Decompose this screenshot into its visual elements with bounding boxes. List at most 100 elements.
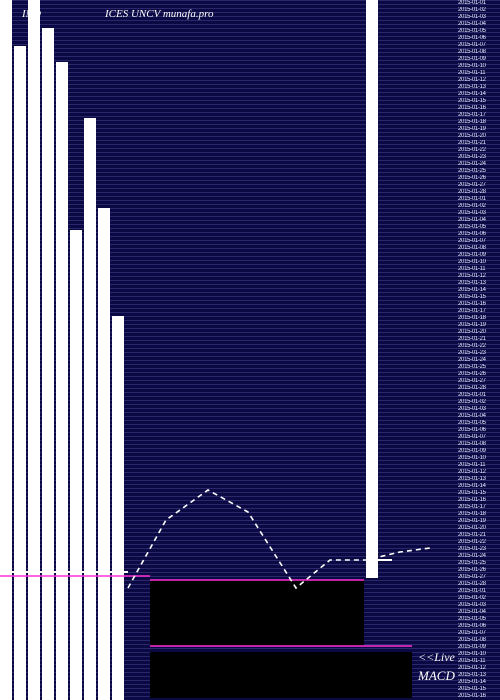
date-tick: 2015-01-09	[458, 252, 500, 259]
date-tick: 2015-01-11	[458, 462, 500, 469]
date-tick: 2015-01-24	[458, 553, 500, 560]
date-tick: 2015-01-16	[458, 497, 500, 504]
date-tick: 2015-01-02	[458, 7, 500, 14]
stock-chart: IND ICES UNCV munafa.pro <<Live MACD 201…	[0, 0, 500, 700]
date-tick: 2015-01-08	[458, 245, 500, 252]
date-tick: 2015-01-28	[458, 189, 500, 196]
date-tick: 2015-01-18	[458, 511, 500, 518]
date-tick: 2015-01-24	[458, 161, 500, 168]
date-tick: 2015-01-04	[458, 21, 500, 28]
overlay-lines	[0, 0, 500, 700]
date-tick: 2015-01-01	[458, 588, 500, 595]
date-tick: 2015-01-18	[458, 315, 500, 322]
date-tick: 2015-01-07	[458, 630, 500, 637]
date-tick: 2015-01-19	[458, 322, 500, 329]
date-tick: 2015-01-02	[458, 399, 500, 406]
date-tick: 2015-01-27	[458, 378, 500, 385]
date-tick: 2015-01-21	[458, 336, 500, 343]
date-tick: 2015-01-01	[458, 392, 500, 399]
title-left: IND	[22, 8, 41, 20]
date-tick: 2015-01-25	[458, 168, 500, 175]
date-tick: 2015-01-14	[458, 91, 500, 98]
date-tick: 2015-01-10	[458, 455, 500, 462]
date-tick: 2015-01-24	[458, 357, 500, 364]
date-tick: 2015-01-05	[458, 28, 500, 35]
date-tick: 2015-01-26	[458, 175, 500, 182]
title-right: ICES UNCV munafa.pro	[105, 8, 213, 20]
date-tick: 2015-01-16	[458, 301, 500, 308]
date-tick: 2015-01-11	[458, 658, 500, 665]
date-tick: 2015-01-15	[458, 686, 500, 693]
date-tick: 2015-01-03	[458, 602, 500, 609]
date-tick: 2015-01-08	[458, 637, 500, 644]
date-tick: 2015-01-06	[458, 231, 500, 238]
date-tick: 2015-01-13	[458, 476, 500, 483]
date-tick: 2015-01-27	[458, 574, 500, 581]
date-tick: 2015-01-09	[458, 644, 500, 651]
date-tick: 2015-01-17	[458, 504, 500, 511]
date-tick: 2015-01-02	[458, 595, 500, 602]
date-tick: 2015-01-12	[458, 469, 500, 476]
date-tick: 2015-01-23	[458, 350, 500, 357]
date-tick: 2015-01-21	[458, 140, 500, 147]
date-tick: 2015-01-25	[458, 560, 500, 567]
date-tick: 2015-01-19	[458, 126, 500, 133]
date-tick: 2015-01-17	[458, 308, 500, 315]
date-tick: 2015-01-16	[458, 105, 500, 112]
date-tick: 2015-01-26	[458, 567, 500, 574]
date-tick: 2015-01-09	[458, 56, 500, 63]
date-tick: 2015-01-04	[458, 413, 500, 420]
date-tick: 2015-01-06	[458, 35, 500, 42]
date-tick: 2015-01-05	[458, 616, 500, 623]
date-tick: 2015-01-22	[458, 147, 500, 154]
date-tick: 2015-01-21	[458, 532, 500, 539]
date-tick: 2015-01-14	[458, 679, 500, 686]
date-tick: 2015-01-18	[458, 119, 500, 126]
date-tick: 2015-01-07	[458, 238, 500, 245]
date-tick: 2015-01-10	[458, 651, 500, 658]
date-tick: 2015-01-11	[458, 266, 500, 273]
date-tick: 2015-01-07	[458, 42, 500, 49]
date-tick: 2015-01-25	[458, 364, 500, 371]
date-tick: 2015-01-05	[458, 224, 500, 231]
date-tick: 2015-01-04	[458, 217, 500, 224]
date-tick: 2015-01-23	[458, 546, 500, 553]
date-tick: 2015-01-03	[458, 406, 500, 413]
macd-label: MACD	[418, 668, 455, 684]
date-tick: 2015-01-12	[458, 665, 500, 672]
date-tick: 2015-01-01	[458, 0, 500, 7]
date-tick: 2015-01-09	[458, 448, 500, 455]
date-tick: 2015-01-19	[458, 518, 500, 525]
date-tick: 2015-01-01	[458, 196, 500, 203]
date-tick: 2015-01-20	[458, 525, 500, 532]
date-tick: 2015-01-11	[458, 70, 500, 77]
date-tick: 2015-01-13	[458, 672, 500, 679]
date-tick: 2015-01-12	[458, 77, 500, 84]
date-tick: 2015-01-20	[458, 329, 500, 336]
date-tick: 2015-01-16	[458, 693, 500, 700]
date-tick: 2015-01-13	[458, 84, 500, 91]
date-tick: 2015-01-28	[458, 385, 500, 392]
date-tick: 2015-01-15	[458, 294, 500, 301]
date-tick: 2015-01-03	[458, 210, 500, 217]
date-tick: 2015-01-06	[458, 623, 500, 630]
date-tick: 2015-01-10	[458, 63, 500, 70]
date-axis: 2015-01-012015-01-022015-01-032015-01-04…	[458, 0, 500, 700]
date-tick: 2015-01-10	[458, 259, 500, 266]
date-tick: 2015-01-02	[458, 203, 500, 210]
date-tick: 2015-01-28	[458, 581, 500, 588]
date-tick: 2015-01-26	[458, 371, 500, 378]
date-tick: 2015-01-14	[458, 287, 500, 294]
date-tick: 2015-01-20	[458, 133, 500, 140]
date-tick: 2015-01-04	[458, 609, 500, 616]
date-tick: 2015-01-06	[458, 427, 500, 434]
date-tick: 2015-01-27	[458, 182, 500, 189]
date-tick: 2015-01-14	[458, 483, 500, 490]
live-label: <<Live	[418, 650, 455, 665]
date-tick: 2015-01-15	[458, 490, 500, 497]
date-tick: 2015-01-17	[458, 112, 500, 119]
date-tick: 2015-01-22	[458, 343, 500, 350]
date-tick: 2015-01-03	[458, 14, 500, 21]
date-tick: 2015-01-08	[458, 441, 500, 448]
date-tick: 2015-01-15	[458, 98, 500, 105]
